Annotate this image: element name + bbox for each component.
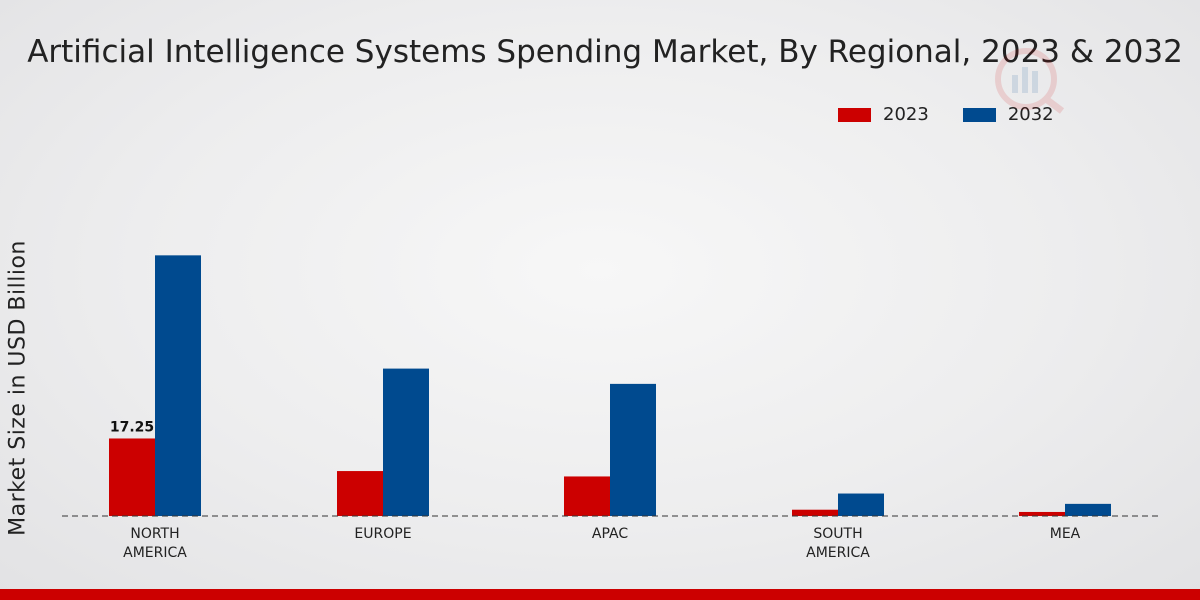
legend-label-2023: 2023 bbox=[883, 104, 929, 125]
x-tick-label-2: APAC bbox=[592, 526, 628, 542]
watermark-logo bbox=[995, 48, 1065, 114]
x-tick-label-4: MEA bbox=[1050, 526, 1081, 542]
bar-2032-0 bbox=[155, 255, 201, 516]
bar-2023-1 bbox=[337, 471, 383, 516]
bar-2023-3 bbox=[792, 509, 838, 516]
bar-2032-3 bbox=[838, 493, 884, 516]
bar-2023-2 bbox=[564, 476, 610, 516]
legend-item-2032: 2032 bbox=[962, 104, 1054, 125]
bar-2032-4 bbox=[1065, 503, 1111, 516]
bar-2023-0 bbox=[109, 438, 155, 516]
legend-swatch-2032 bbox=[962, 107, 996, 122]
bar-2032-2 bbox=[610, 383, 656, 516]
legend: 2023 2032 bbox=[838, 104, 1088, 125]
legend-swatch-2023 bbox=[838, 107, 871, 122]
legend-item-2023: 2023 bbox=[838, 104, 929, 125]
bar-2023-4 bbox=[1019, 511, 1065, 516]
data-label-0: 17.25 bbox=[110, 419, 154, 435]
chart-title: Artificial Intelligence Systems Spending… bbox=[27, 34, 1183, 70]
x-tick-label-3: SOUTH AMERICA bbox=[806, 526, 870, 561]
bar-2032-1 bbox=[383, 368, 429, 516]
x-tick-label-0: NORTH AMERICA bbox=[123, 526, 187, 561]
legend-label-2032: 2032 bbox=[1007, 104, 1054, 125]
footer-accent-bar bbox=[0, 589, 1200, 600]
x-tick-label-1: EUROPE bbox=[354, 526, 411, 542]
